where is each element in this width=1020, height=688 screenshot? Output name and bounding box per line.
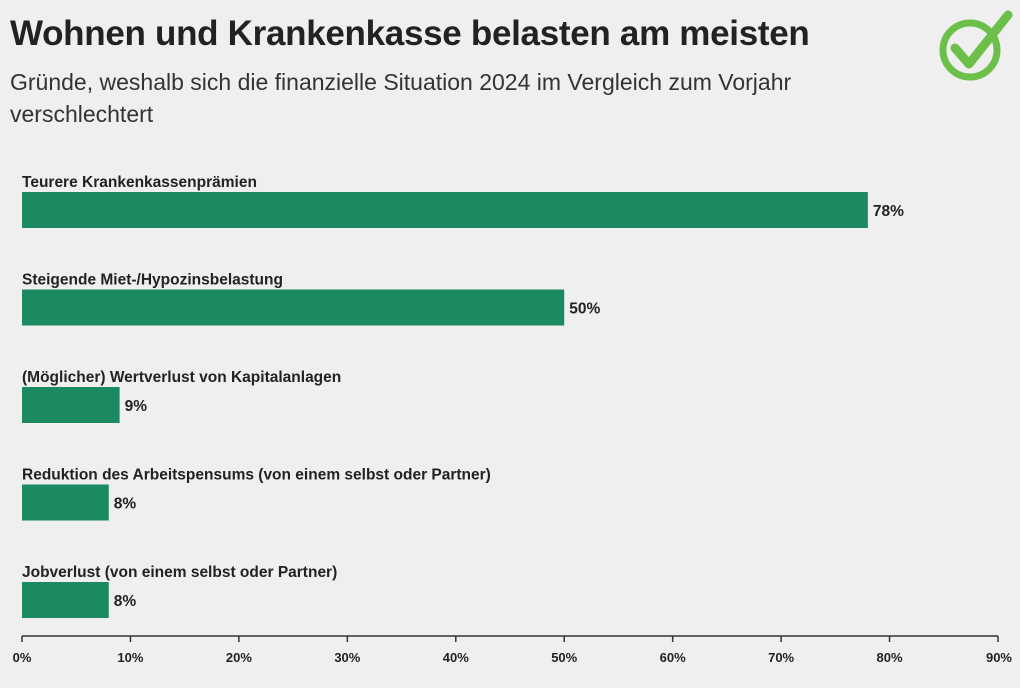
x-tick-label: 90% bbox=[986, 650, 1012, 665]
x-tick-label: 0% bbox=[13, 650, 32, 665]
x-tick-label: 70% bbox=[768, 650, 794, 665]
bar bbox=[22, 192, 868, 228]
data-label: 50% bbox=[569, 301, 600, 318]
data-label: 9% bbox=[125, 398, 148, 415]
x-tick-label: 60% bbox=[660, 650, 686, 665]
x-tick-label: 50% bbox=[551, 650, 577, 665]
x-tick-label: 80% bbox=[877, 650, 903, 665]
data-label: 78% bbox=[873, 203, 904, 220]
x-tick-label: 10% bbox=[117, 650, 143, 665]
category-label: Steigende Miet-/Hypozinsbelastung bbox=[22, 272, 283, 289]
category-label: Reduktion des Arbeitspensums (von einem … bbox=[22, 467, 491, 484]
bar bbox=[22, 582, 109, 618]
data-label: 8% bbox=[114, 593, 137, 610]
data-label: 8% bbox=[114, 496, 137, 513]
bar bbox=[22, 484, 109, 521]
bar bbox=[22, 289, 565, 326]
category-label: (Möglicher) Wertverlust von Kapitalanlag… bbox=[22, 369, 341, 386]
checkmark-circle-icon bbox=[939, 10, 1013, 81]
x-tick-label: 40% bbox=[443, 650, 469, 665]
x-tick-label: 20% bbox=[226, 650, 252, 665]
bar bbox=[22, 387, 120, 423]
x-tick-label: 30% bbox=[334, 650, 360, 665]
category-label: Jobverlust (von einem selbst oder Partne… bbox=[22, 564, 337, 581]
chart-title: Wohnen und Krankenkasse belasten am meis… bbox=[10, 14, 810, 53]
chart-subtitle: Gründe, weshalb sich die finanzielle Sit… bbox=[10, 69, 792, 127]
category-label: Teurere Krankenkassenprämien bbox=[22, 174, 257, 191]
